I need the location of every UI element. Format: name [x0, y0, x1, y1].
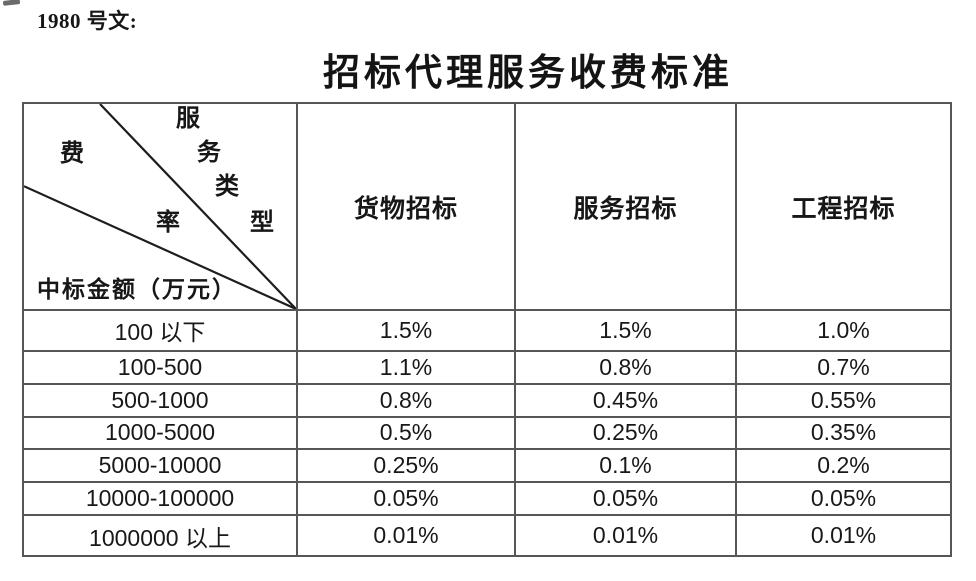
row-axis-label: 中标金额（万元） — [37, 277, 237, 302]
value-cell: 0.01% — [735, 514, 952, 557]
corner-service-type-char: 务 — [197, 140, 221, 166]
page-title: 招标代理服务收费标准 — [323, 53, 733, 94]
value-cell: 1.5% — [514, 309, 737, 352]
value-cell: 0.7% — [735, 349, 952, 385]
value-cell: 0.55% — [735, 382, 952, 418]
value-cell: 0.01% — [296, 514, 516, 557]
value-cell: 0.45% — [514, 382, 737, 418]
value-cell: 0.01% — [514, 514, 737, 557]
value-cell: 0.8% — [514, 349, 737, 385]
value-cell: 1.1% — [296, 349, 516, 385]
corner-fee-rate-char: 费 — [60, 141, 84, 167]
table-row: 5000-10000 0.25% 0.1% 0.2% — [22, 448, 952, 484]
row-label-cell: 100 以下 — [22, 309, 298, 352]
corner-fee-rate-char: 率 — [156, 210, 180, 236]
value-cell: 0.05% — [296, 481, 516, 517]
doc-number-label: 1980 号文: — [37, 9, 138, 33]
corner-service-type-char: 型 — [250, 210, 274, 236]
diagonal-header-cell: 服 务 类 型 费 率 中标金额（万元） — [22, 102, 298, 311]
scan-artifact — [2, 0, 21, 6]
corner-service-type-char: 类 — [215, 174, 239, 200]
row-label-cell: 500-1000 — [22, 382, 298, 418]
value-cell: 0.5% — [296, 415, 516, 451]
value-cell: 0.2% — [735, 448, 952, 484]
table-row: 1000-5000 0.5% 0.25% 0.35% — [22, 415, 952, 451]
table-row: 500-1000 0.8% 0.45% 0.55% — [22, 382, 952, 418]
value-cell: 0.8% — [296, 382, 516, 418]
table-row: 1000000 以上 0.01% 0.01% 0.01% — [22, 514, 952, 557]
value-cell: 1.0% — [735, 309, 952, 352]
row-label-cell: 1000000 以上 — [22, 514, 298, 557]
row-label-cell: 10000-100000 — [22, 481, 298, 517]
value-cell: 0.25% — [514, 415, 737, 451]
value-cell: 0.25% — [296, 448, 516, 484]
value-cell: 0.05% — [514, 481, 737, 517]
column-header-service: 服务招标 — [514, 102, 737, 311]
corner-service-type-char: 服 — [176, 106, 200, 132]
value-cell: 0.05% — [735, 481, 952, 517]
diagonal-divider-lines — [25, 105, 295, 308]
value-cell: 0.1% — [514, 448, 737, 484]
row-label-cell: 5000-10000 — [22, 448, 298, 484]
table-header-row: 服 务 类 型 费 率 中标金额（万元） 货物招标 服务招标 工程招标 — [22, 102, 952, 311]
fee-table: 服 务 类 型 费 率 中标金额（万元） 货物招标 服务招标 工程招标 100 … — [22, 102, 952, 557]
column-header-engineering: 工程招标 — [735, 102, 952, 311]
table-row: 100-500 1.1% 0.8% 0.7% — [22, 349, 952, 385]
table-row: 10000-100000 0.05% 0.05% 0.05% — [22, 481, 952, 517]
value-cell: 1.5% — [296, 309, 516, 352]
column-header-goods: 货物招标 — [296, 102, 516, 311]
row-label-cell: 100-500 — [22, 349, 298, 385]
table-row: 100 以下 1.5% 1.5% 1.0% — [22, 309, 952, 352]
row-label-cell: 1000-5000 — [22, 415, 298, 451]
value-cell: 0.35% — [735, 415, 952, 451]
